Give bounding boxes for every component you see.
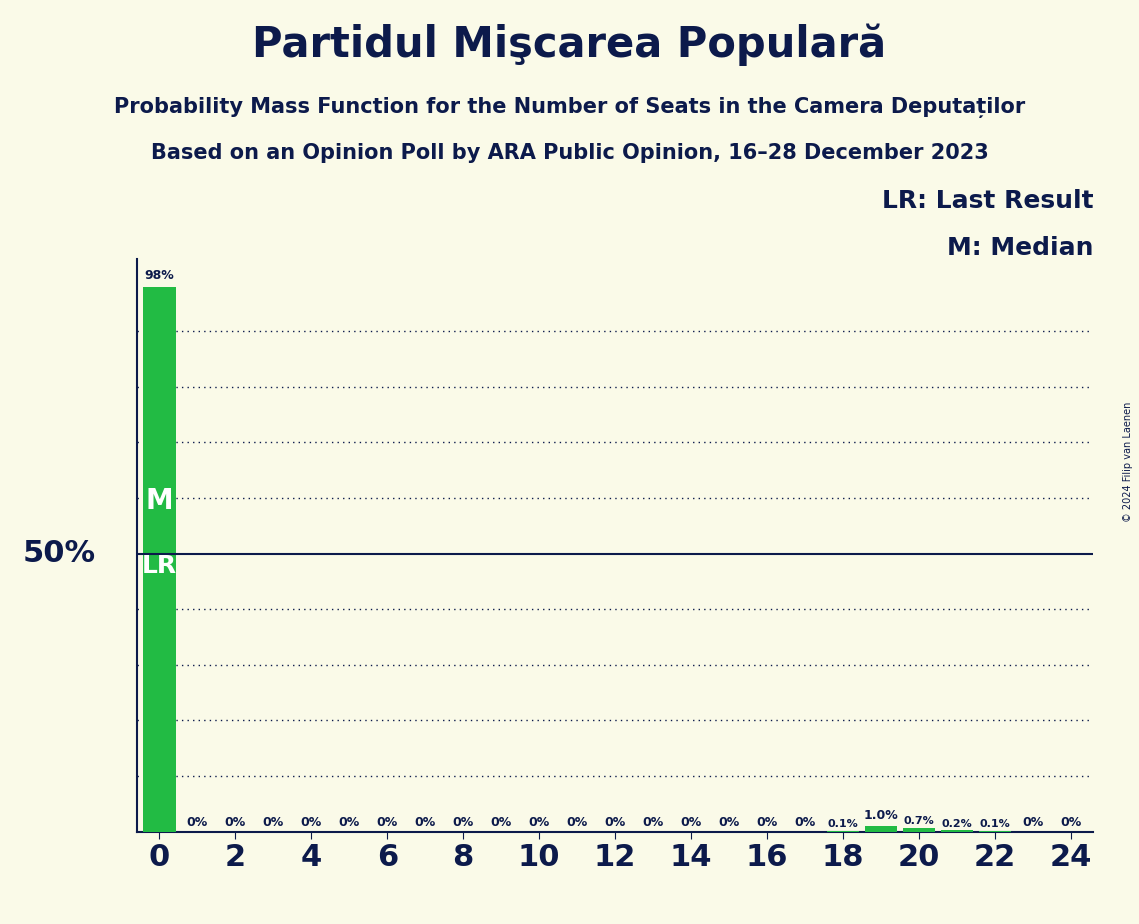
Text: 98%: 98%	[145, 269, 174, 282]
Text: M: Median: M: Median	[947, 236, 1093, 260]
Text: 0%: 0%	[452, 816, 474, 829]
Text: 0.2%: 0.2%	[942, 819, 972, 829]
Text: 0.7%: 0.7%	[903, 816, 934, 826]
Text: 0%: 0%	[187, 816, 208, 829]
Text: 0%: 0%	[1060, 816, 1081, 829]
Text: 0%: 0%	[642, 816, 664, 829]
Text: 0%: 0%	[528, 816, 550, 829]
Text: 0%: 0%	[301, 816, 322, 829]
Text: 0%: 0%	[566, 816, 588, 829]
Text: 0%: 0%	[1022, 816, 1043, 829]
Text: 0%: 0%	[756, 816, 778, 829]
Text: 0%: 0%	[794, 816, 816, 829]
Text: 0%: 0%	[415, 816, 436, 829]
Text: 0.1%: 0.1%	[828, 820, 858, 830]
Text: 0%: 0%	[224, 816, 246, 829]
Text: 0%: 0%	[680, 816, 702, 829]
Text: 0%: 0%	[491, 816, 511, 829]
Text: 0%: 0%	[605, 816, 625, 829]
Text: Based on an Opinion Poll by ARA Public Opinion, 16–28 December 2023: Based on an Opinion Poll by ARA Public O…	[150, 143, 989, 164]
Bar	[865, 826, 898, 832]
Text: 50%: 50%	[23, 539, 96, 568]
Text: 1.0%: 1.0%	[863, 808, 899, 821]
Text: 0%: 0%	[263, 816, 284, 829]
Text: 0%: 0%	[338, 816, 360, 829]
Bar	[144, 286, 175, 832]
Text: 0.1%: 0.1%	[980, 820, 1010, 830]
Text: 0%: 0%	[719, 816, 739, 829]
Text: M: M	[146, 487, 173, 515]
Text: Partidul Mişcarea Populară: Partidul Mişcarea Populară	[253, 23, 886, 66]
Text: LR: LR	[142, 553, 177, 578]
Text: 0%: 0%	[377, 816, 398, 829]
Bar	[941, 831, 973, 832]
Bar	[902, 828, 935, 832]
Text: © 2024 Filip van Laenen: © 2024 Filip van Laenen	[1123, 402, 1133, 522]
Text: Probability Mass Function for the Number of Seats in the Camera Deputaților: Probability Mass Function for the Number…	[114, 97, 1025, 118]
Text: LR: Last Result: LR: Last Result	[882, 189, 1093, 213]
